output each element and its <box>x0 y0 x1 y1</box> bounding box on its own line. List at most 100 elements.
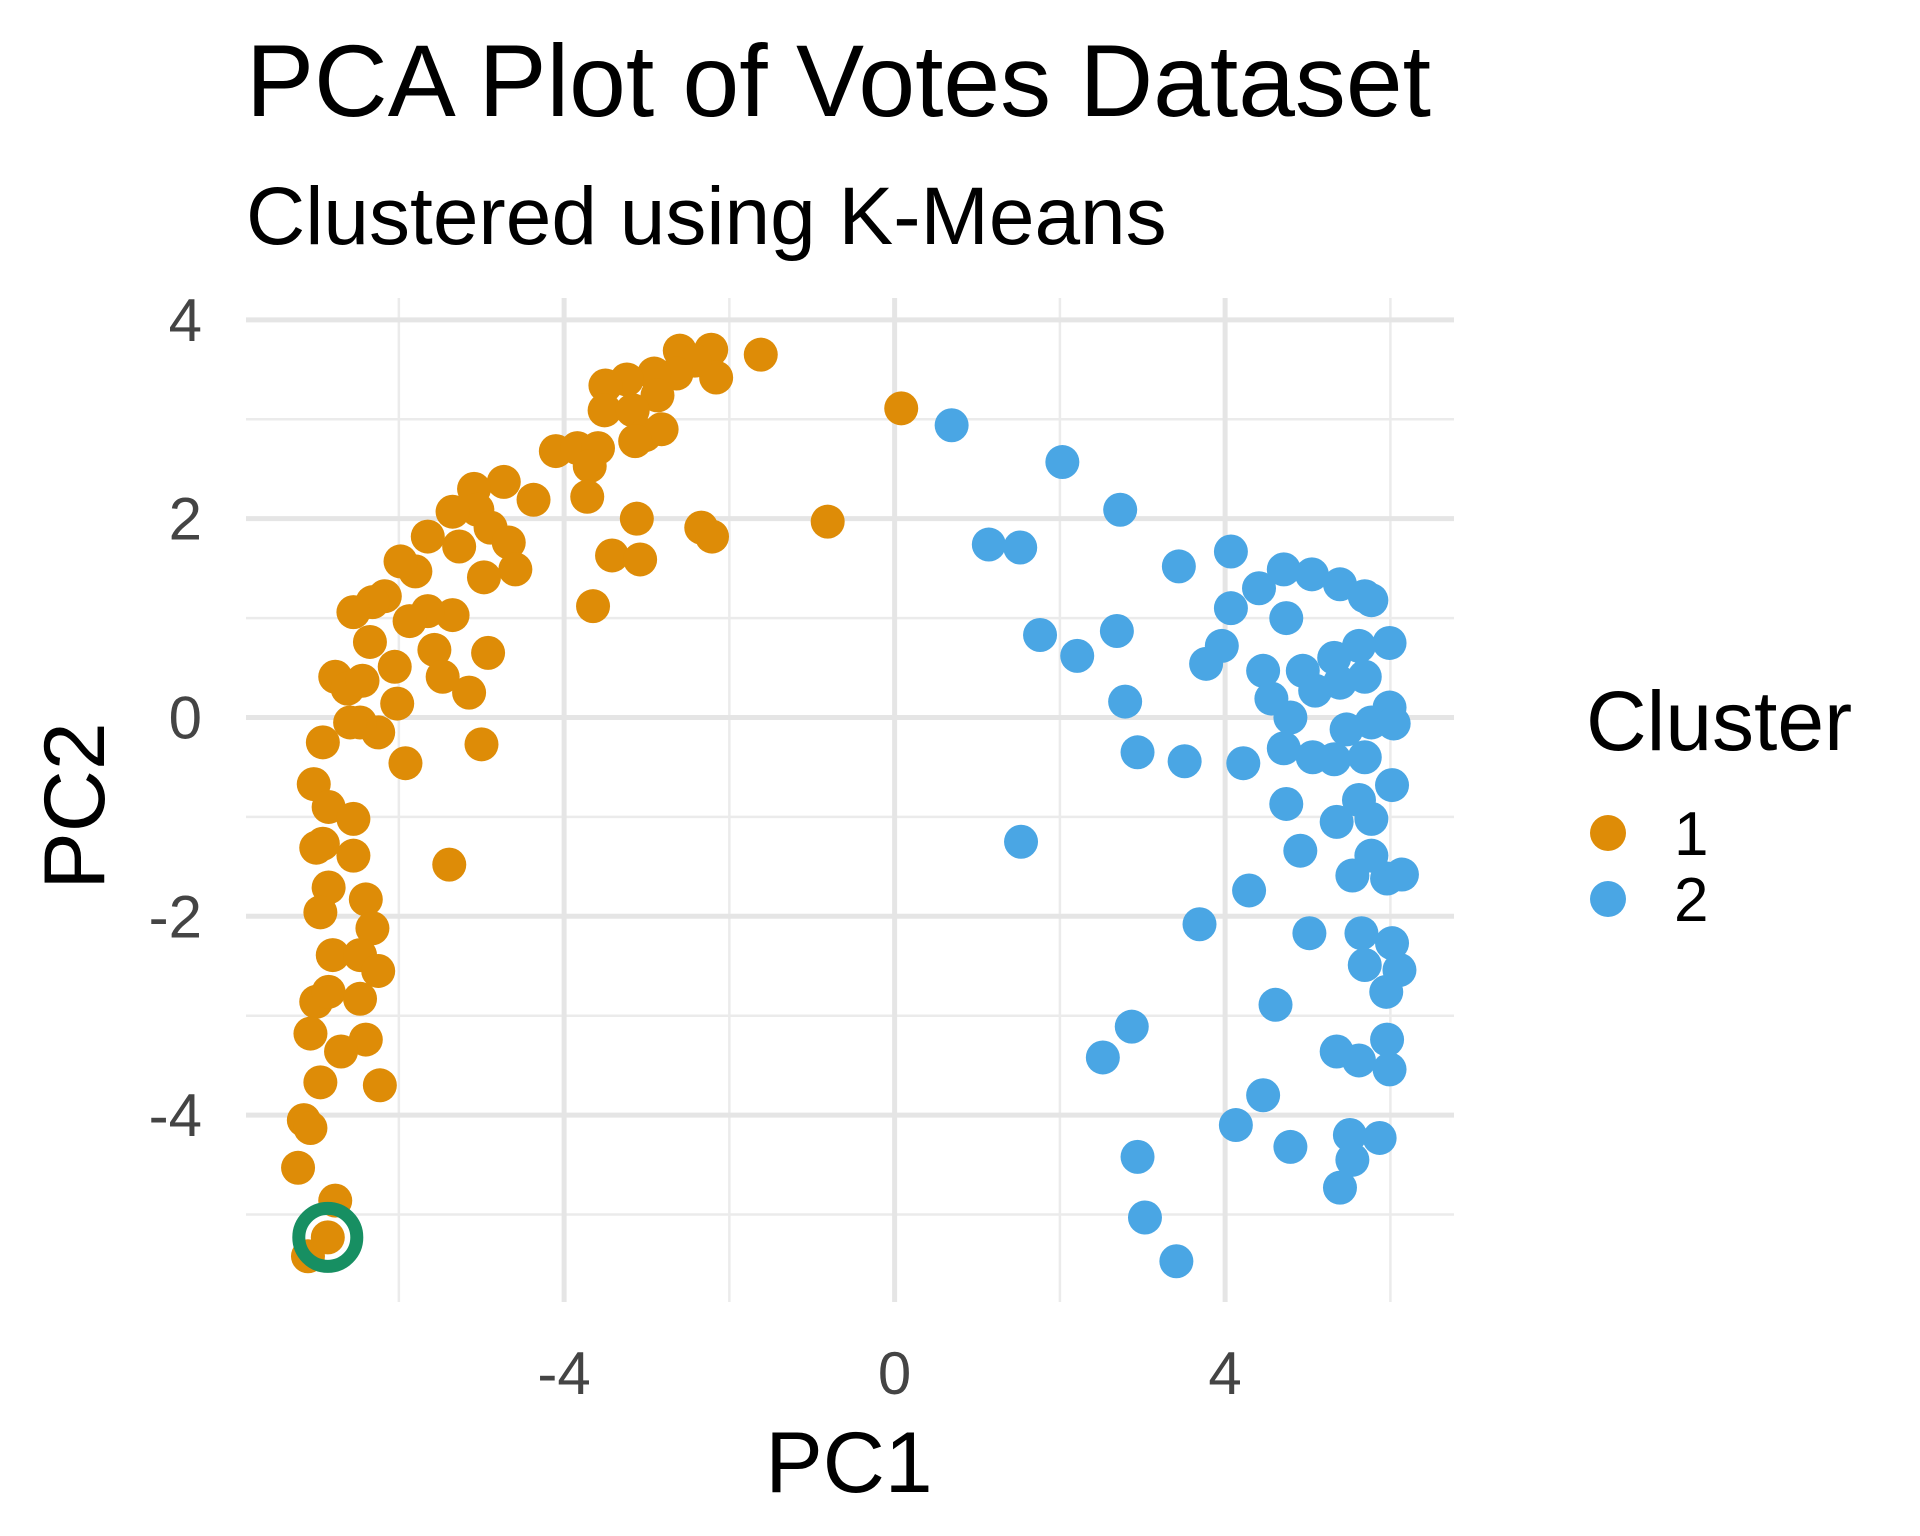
point-cluster-2 <box>1335 1142 1370 1177</box>
point-cluster-1 <box>452 675 487 710</box>
point-cluster-2 <box>1362 1120 1397 1155</box>
point-cluster-1 <box>343 981 378 1016</box>
point-cluster-1 <box>380 686 415 721</box>
point-cluster-1 <box>432 847 467 882</box>
point-cluster-1 <box>383 544 418 579</box>
point-cluster-2 <box>1258 987 1293 1022</box>
point-cluster-2 <box>1242 571 1277 606</box>
x-tick-label: 4 <box>1208 1340 1241 1407</box>
point-cluster-2 <box>1099 614 1134 649</box>
point-cluster-1 <box>410 519 445 554</box>
point-cluster-2 <box>1269 786 1304 821</box>
point-cluster-2 <box>1060 638 1095 673</box>
point-cluster-2 <box>1120 1139 1155 1174</box>
point-cluster-2 <box>1384 857 1419 892</box>
grid-lines <box>246 298 1454 1302</box>
legend-label-cluster-1: 1 <box>1674 800 1708 869</box>
point-cluster-1 <box>810 504 845 539</box>
point-cluster-1 <box>345 663 380 698</box>
point-cluster-1 <box>570 479 605 514</box>
point-cluster-2 <box>1369 974 1404 1009</box>
data-points <box>281 332 1419 1279</box>
point-cluster-2 <box>1341 1043 1376 1078</box>
point-cluster-1 <box>336 838 371 873</box>
point-cluster-1 <box>377 649 412 684</box>
point-cluster-2 <box>1085 1040 1120 1075</box>
point-cluster-1 <box>464 727 499 762</box>
point-cluster-2 <box>1246 653 1281 688</box>
x-axis-ticks: -4 0 4 <box>537 1340 1241 1407</box>
point-cluster-2 <box>1319 804 1354 839</box>
point-cluster-1 <box>435 494 470 529</box>
point-cluster-2 <box>1273 700 1308 735</box>
point-cluster-1 <box>695 519 730 554</box>
point-cluster-2 <box>1273 1129 1308 1164</box>
point-cluster-2 <box>1372 625 1407 660</box>
x-tick-label: -4 <box>537 1340 590 1407</box>
point-cluster-2 <box>1232 873 1267 908</box>
highlighted-point <box>312 1222 343 1253</box>
legend: Cluster 1 2 <box>1586 674 1852 935</box>
point-cluster-2 <box>1004 824 1039 859</box>
chart-title: PCA Plot of Votes Dataset <box>246 24 1431 138</box>
point-cluster-2 <box>1103 492 1138 527</box>
point-cluster-2 <box>1298 673 1333 708</box>
point-cluster-1 <box>491 525 526 560</box>
point-cluster-1 <box>388 746 423 781</box>
point-cluster-2 <box>1292 916 1327 951</box>
x-tick-label: 0 <box>878 1340 911 1407</box>
point-cluster-1 <box>299 830 334 865</box>
y-axis-ticks: -4 -2 0 2 4 <box>149 287 202 1149</box>
point-cluster-1 <box>425 659 460 694</box>
y-tick-label: 4 <box>169 287 202 354</box>
legend-title: Cluster <box>1586 674 1852 768</box>
point-cluster-2 <box>1341 783 1376 817</box>
point-cluster-2 <box>1375 768 1410 803</box>
point-cluster-2 <box>1376 706 1411 741</box>
point-cluster-1 <box>336 801 371 836</box>
point-cluster-1 <box>623 542 658 577</box>
point-cluster-1 <box>352 624 387 659</box>
point-cluster-1 <box>348 882 383 917</box>
point-cluster-2 <box>1213 534 1248 569</box>
point-cluster-2 <box>1283 833 1318 868</box>
point-cluster-2 <box>1269 601 1304 636</box>
legend-label-cluster-2: 2 <box>1674 866 1708 935</box>
point-cluster-1 <box>619 501 654 536</box>
point-cluster-1 <box>333 705 368 740</box>
point-cluster-2 <box>1329 712 1364 747</box>
point-cluster-2 <box>1347 948 1382 983</box>
point-cluster-2 <box>1317 742 1352 777</box>
y-tick-label: 0 <box>169 684 202 751</box>
point-cluster-1 <box>884 391 919 426</box>
point-cluster-2 <box>1023 617 1058 652</box>
point-cluster-2 <box>1045 445 1080 480</box>
point-cluster-2 <box>1108 684 1143 719</box>
point-cluster-2 <box>1332 1117 1367 1152</box>
legend-key-cluster-2 <box>1590 881 1626 917</box>
point-cluster-1 <box>498 552 533 587</box>
point-cluster-2 <box>1266 731 1301 766</box>
point-cluster-1 <box>587 393 622 428</box>
y-axis-title: PC2 <box>27 722 123 889</box>
point-cluster-2 <box>1003 530 1038 565</box>
point-cluster-1 <box>516 482 551 517</box>
point-cluster-2 <box>1213 591 1248 626</box>
point-cluster-1 <box>281 1150 316 1185</box>
point-cluster-2 <box>1375 926 1410 961</box>
point-cluster-1 <box>303 895 338 930</box>
point-cluster-1 <box>336 595 371 630</box>
point-cluster-2 <box>1372 1052 1407 1087</box>
point-cluster-1 <box>640 378 675 413</box>
point-cluster-1 <box>743 337 778 372</box>
point-cluster-1 <box>471 635 506 670</box>
highlight-ring <box>292 1201 364 1273</box>
point-cluster-2 <box>1182 907 1217 942</box>
point-cluster-2 <box>1294 557 1329 592</box>
point-cluster-1 <box>293 1016 328 1051</box>
point-cluster-1 <box>392 604 427 639</box>
point-cluster-1 <box>305 725 340 760</box>
point-cluster-2 <box>1167 744 1202 779</box>
y-tick-label: -2 <box>149 883 202 950</box>
point-cluster-1 <box>315 938 350 973</box>
